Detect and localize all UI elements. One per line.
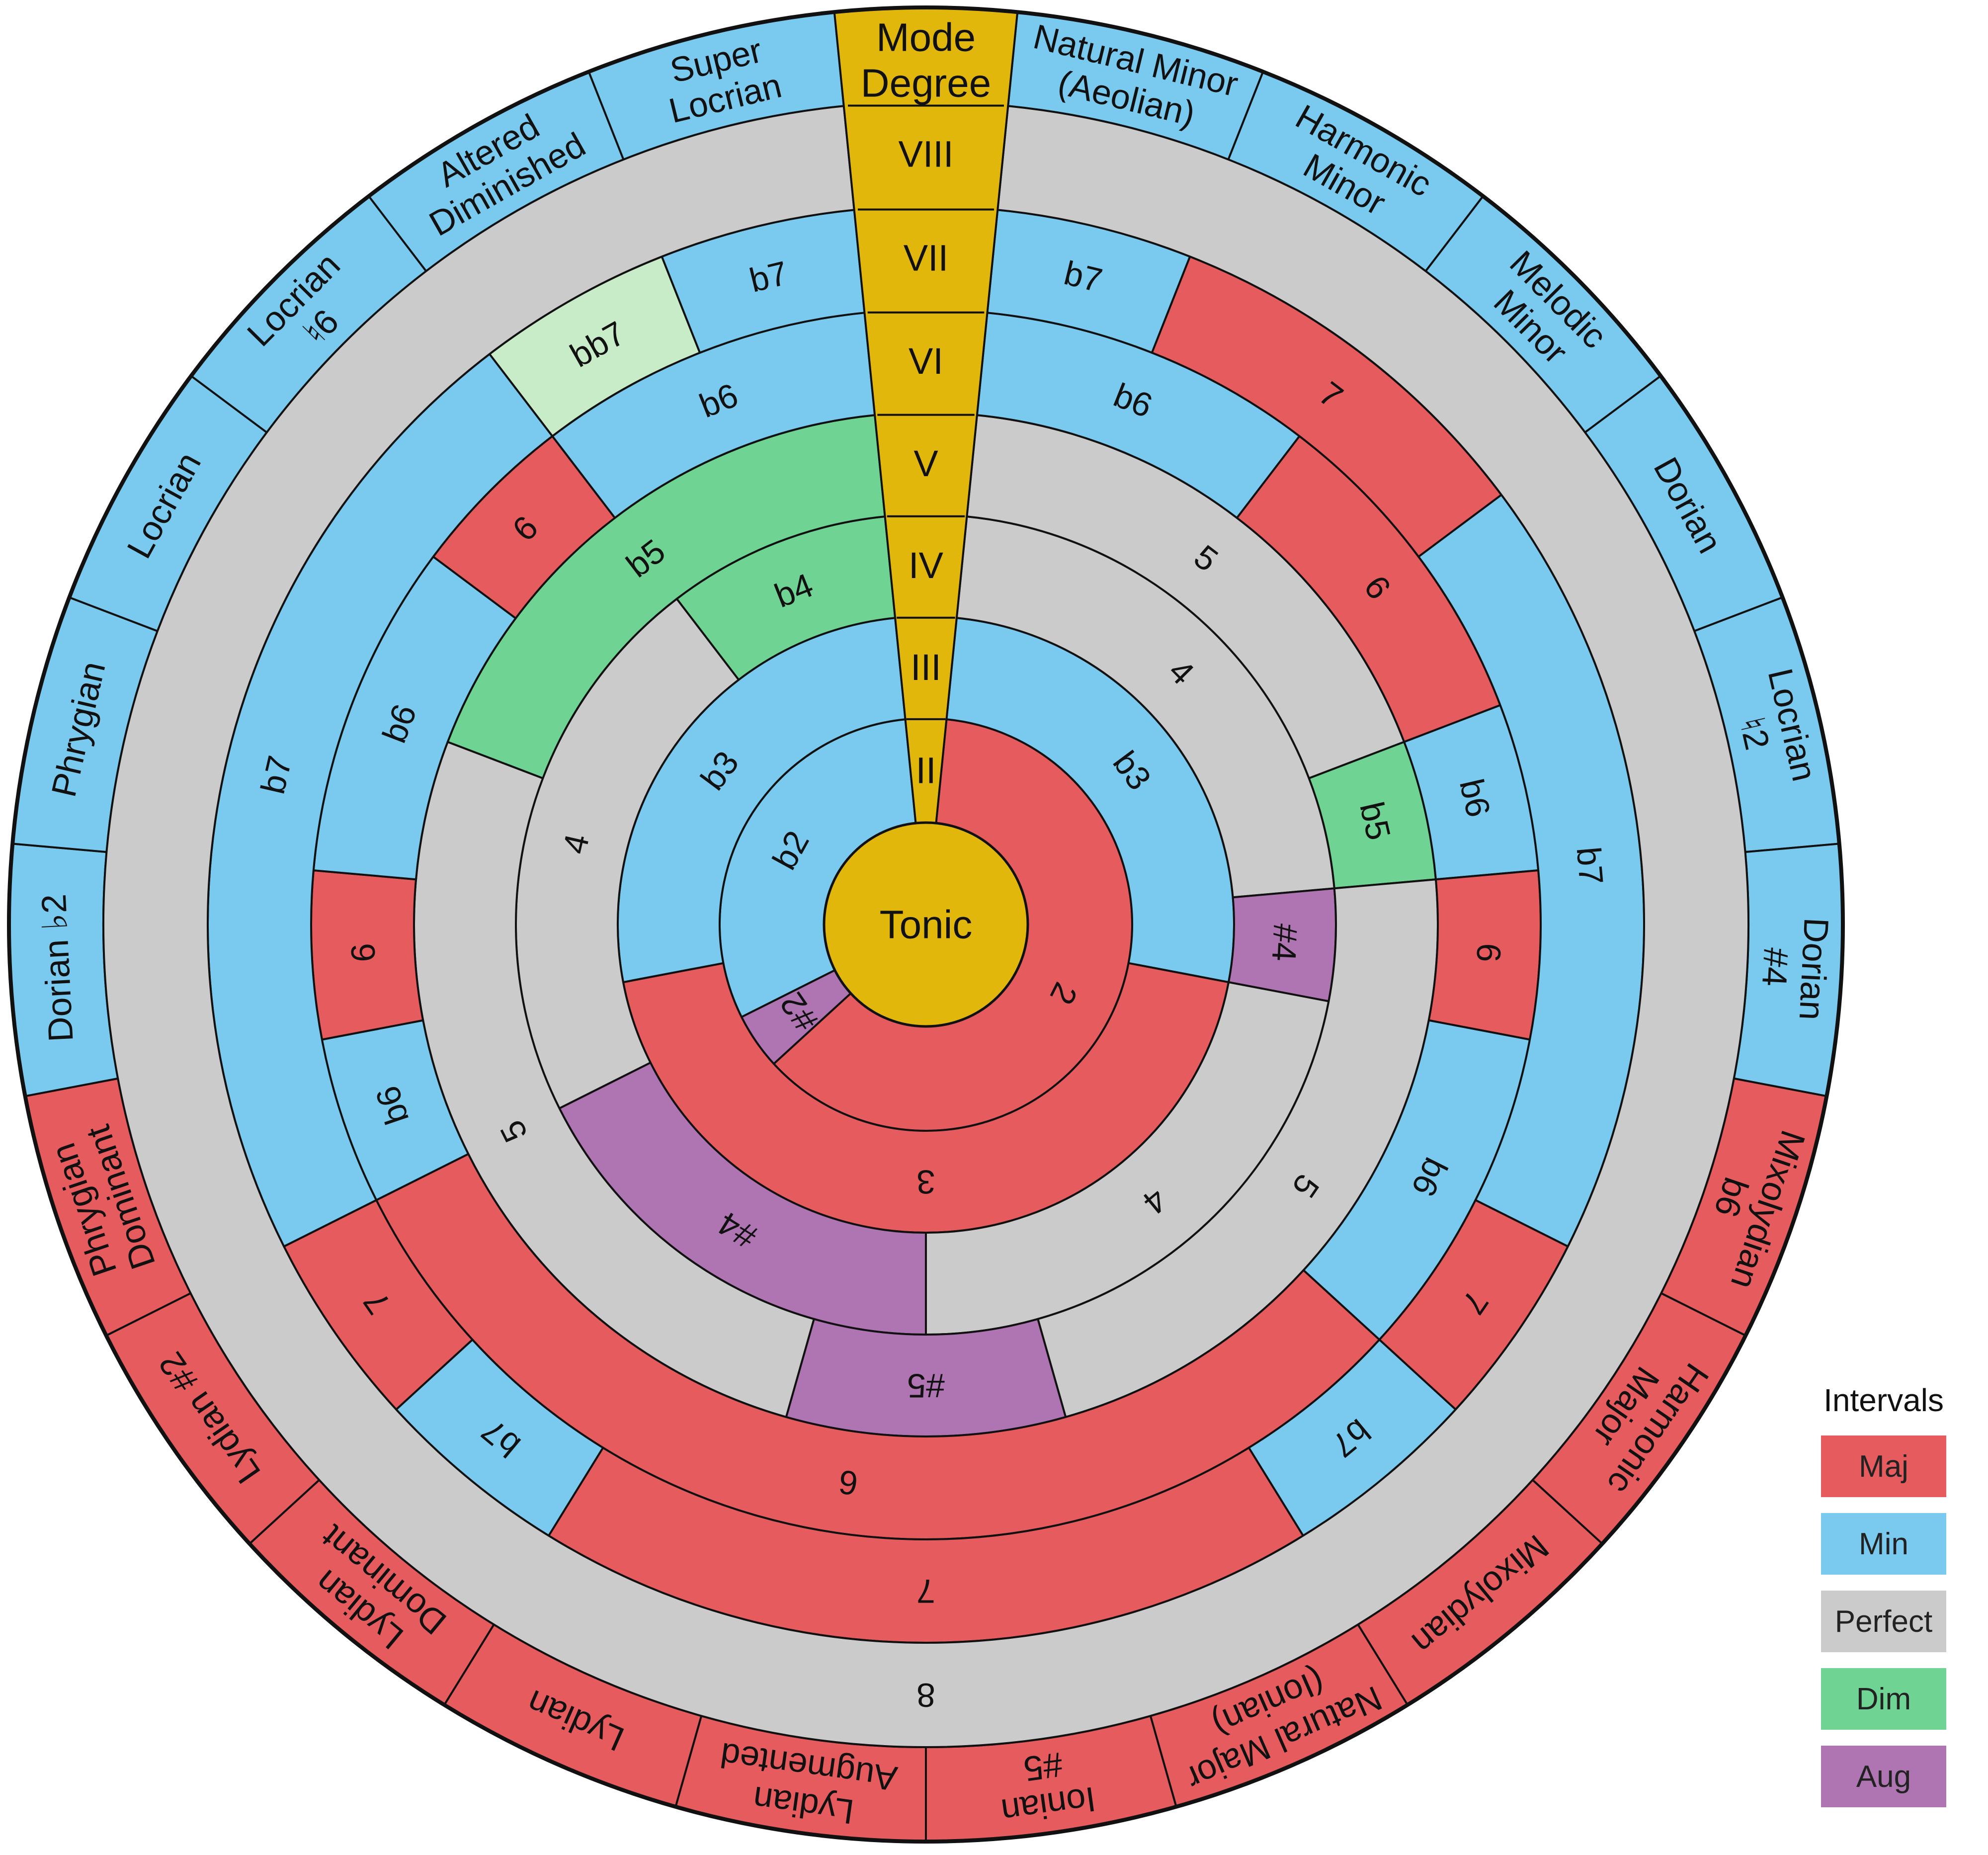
degree-numeral: IV [909,545,944,586]
legend-item-maj: Maj [1821,1435,1946,1497]
interval-label: 6 [1469,942,1508,963]
interval-label: #5 [907,1367,945,1405]
degree-numeral: VII [904,238,948,279]
legend-item-min: Min [1821,1513,1946,1575]
legend-item-aug: Aug [1821,1746,1946,1807]
interval-label: b7 [746,254,791,300]
interval-label: b5 [1352,798,1398,843]
degree-numeral: V [913,443,938,484]
mode-name: #4 [1755,947,1796,988]
legend-item-perfect: Perfect [1821,1591,1946,1652]
interval-label: b7 [254,752,299,797]
degree-numeral: VIII [898,134,953,175]
legend-item-dim: Dim [1821,1668,1946,1730]
legend-title: Intervals [1823,1382,1944,1418]
interval-label: #4 [1265,923,1305,962]
mode-name: Dorian [1792,917,1836,1021]
interval-legend: Intervals Maj Min Perfect Dim Aug [1809,1382,1958,1823]
interval-label: 6 [344,942,383,963]
mode-degree-title-line2: Degree [861,61,991,105]
interval-label: b7 [1061,254,1106,300]
degree-numeral: II [915,750,936,791]
interval-label: b7 [1570,845,1610,886]
mode-name: Dorian ♭2 [34,893,81,1043]
interval-label: b6 [1452,775,1497,821]
outer-rim [7,5,1845,1844]
mode-name: #5 [1021,1745,1065,1789]
tonic-label: Tonic [880,903,973,947]
degree-numeral: III [911,647,941,688]
degree-numeral: VI [909,340,943,382]
mode-wheel: 2#2b2b33b34#44#44b45b55#55b5b66b66b66b66… [7,5,1845,1844]
interval-label: 8 [916,1676,935,1714]
mode-degree-title-line1: Mode [876,15,976,60]
interval-label: 7 [916,1572,935,1610]
interval-label: 3 [916,1163,935,1201]
tonic-circle [823,821,1029,1028]
